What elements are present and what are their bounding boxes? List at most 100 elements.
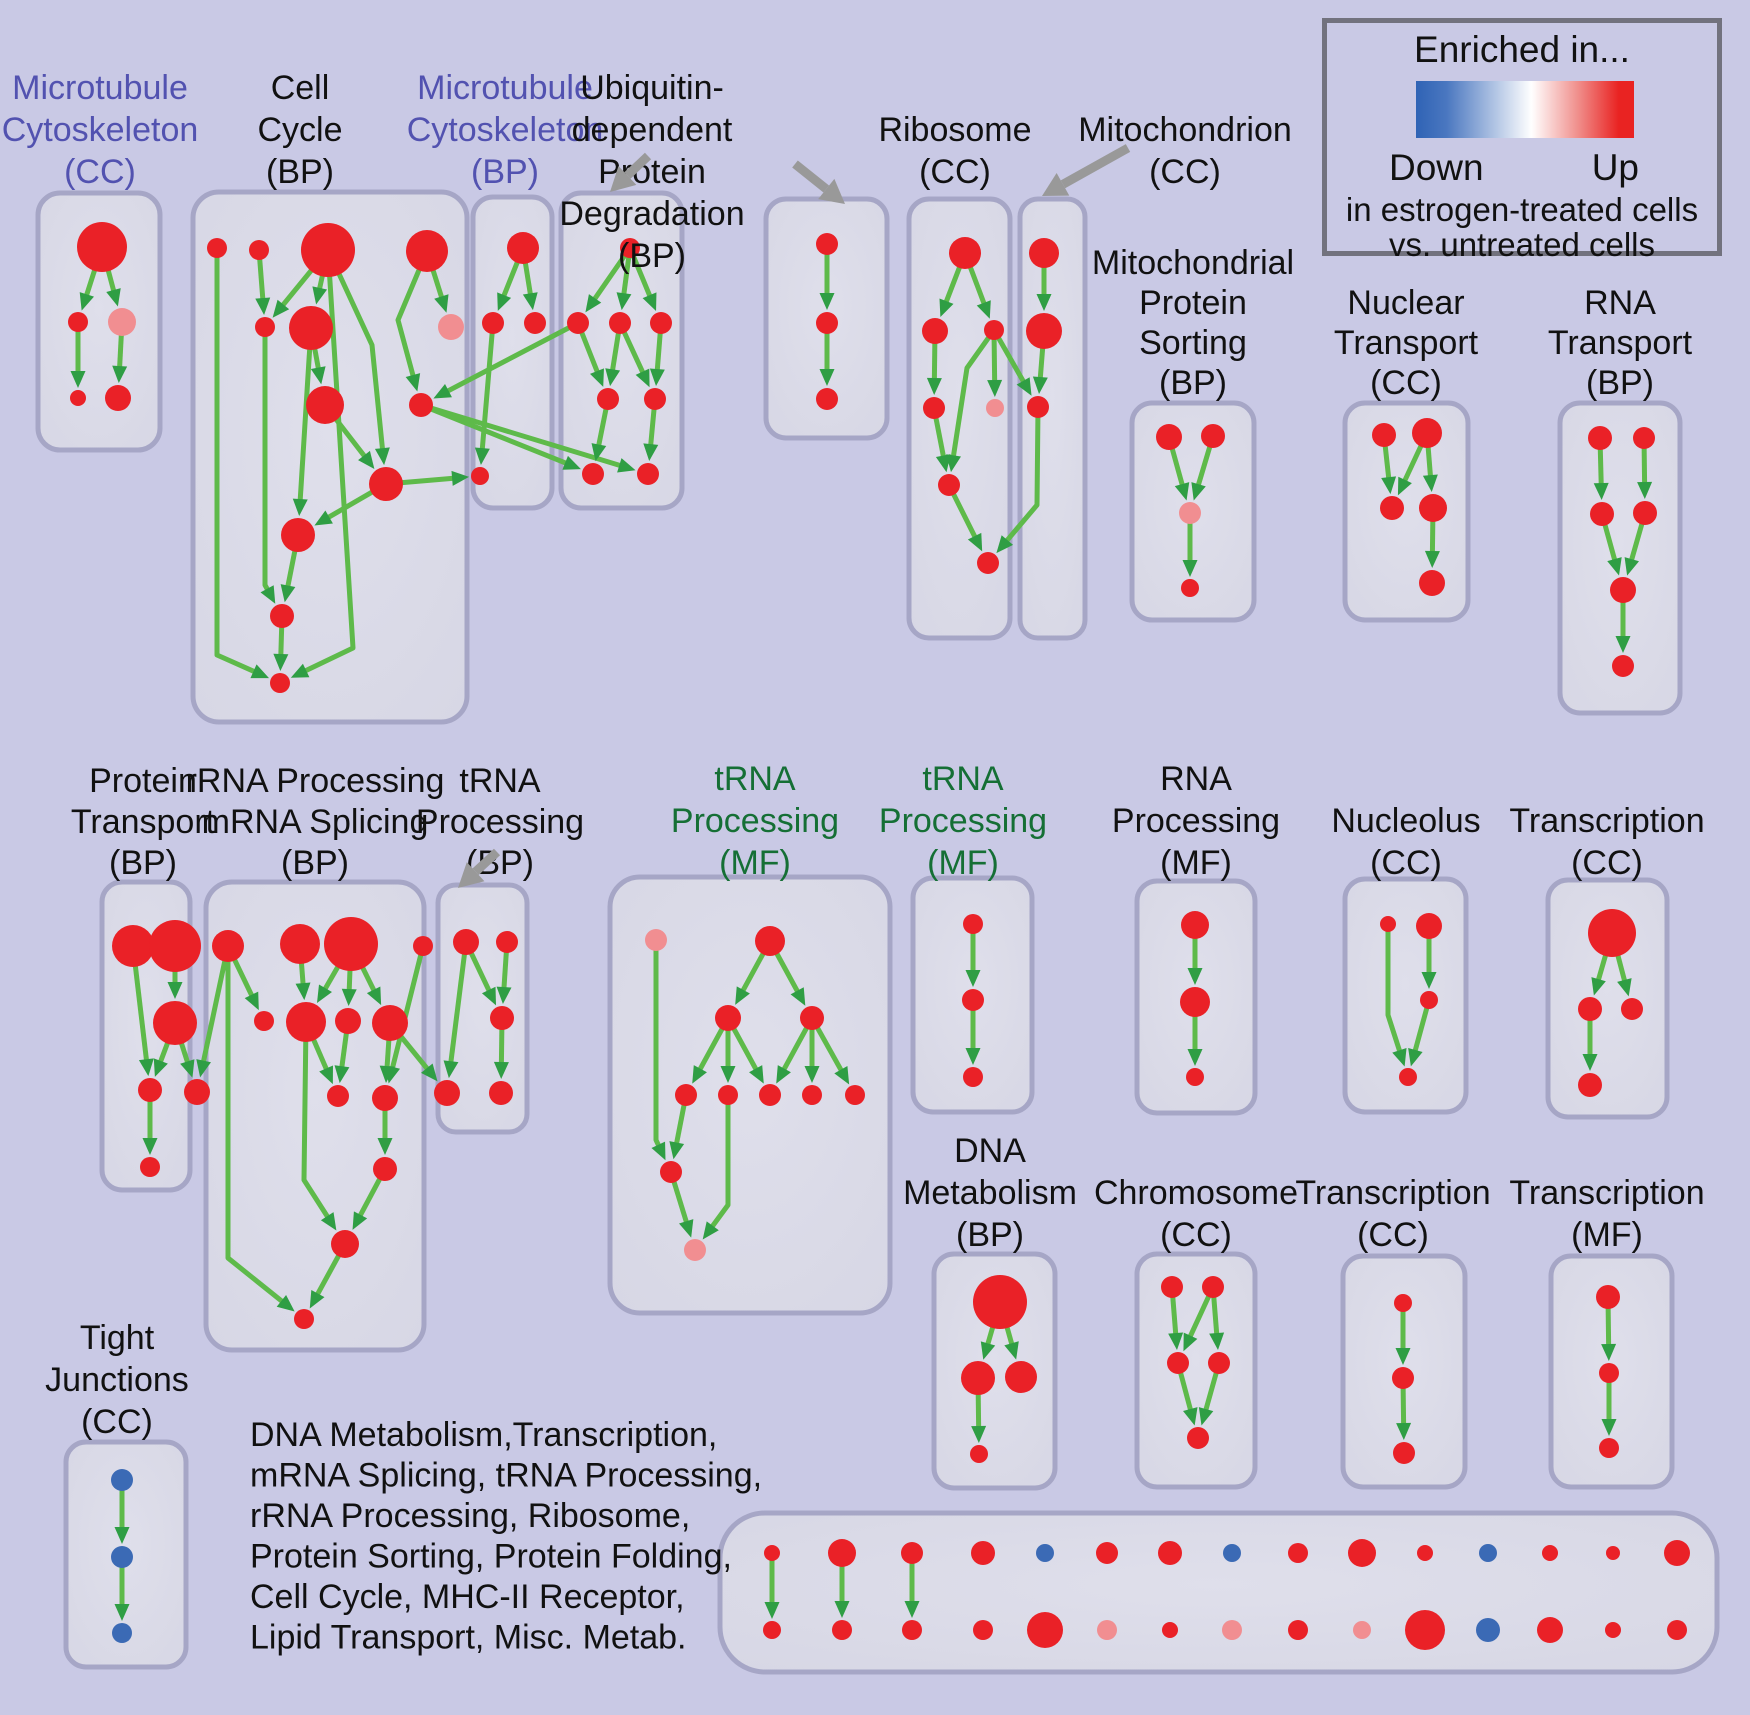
edge-c3-c8 <box>395 250 430 379</box>
node-mb0 <box>507 232 539 264</box>
arrowhead-s3a-s3b <box>904 1601 920 1618</box>
node-ub5 <box>644 388 666 410</box>
node-mc2 <box>108 308 136 336</box>
arrowhead-q6-q8 <box>334 1065 350 1084</box>
node-s15a <box>1664 1540 1690 1566</box>
arrowhead-t2-t4 <box>493 1061 509 1080</box>
node-rp2 <box>1186 1068 1204 1086</box>
edge-m2-r7 <box>1003 406 1041 544</box>
node-q8 <box>327 1085 349 1107</box>
node-s6b <box>1097 1620 1117 1640</box>
transcription-cc-mid-box <box>1545 877 1670 1120</box>
arrowhead-pt2-pt4 <box>180 1059 195 1078</box>
label-mitochondrion: Mitochondrion (CC) <box>1078 111 1292 191</box>
node-u9 <box>660 1161 682 1183</box>
node-mc4 <box>105 385 131 411</box>
node-r0 <box>949 237 981 269</box>
node-q5 <box>286 1002 326 1042</box>
arrowhead-ub0-ub2 <box>616 292 632 311</box>
node-c9 <box>369 467 403 501</box>
arrowhead-u3-u7 <box>804 1066 820 1083</box>
node-rt0 <box>1588 426 1612 450</box>
legend-down-label: Down <box>1389 147 1484 188</box>
arrowhead-q2-q7 <box>366 986 382 1006</box>
label-chromosome: Chromosome (CC) <box>1094 1174 1298 1254</box>
node-c12 <box>270 673 290 693</box>
arrowhead-q0-pt4 <box>196 1059 211 1078</box>
node-s3b <box>902 1620 922 1640</box>
node-s15b <box>1667 1620 1687 1640</box>
edge-t0-t3 <box>448 941 469 1065</box>
arrowhead-q5-q8 <box>319 1065 333 1085</box>
arrowhead-ubc0-ubc1 <box>819 293 835 310</box>
arrowhead-tj0-tj1 <box>114 1527 130 1544</box>
node-ch4 <box>1187 1427 1209 1449</box>
arrowhead-c3-c6 <box>434 294 449 313</box>
node-s11a <box>1417 1545 1433 1561</box>
arrowhead-nc1-nc2 <box>1421 972 1437 989</box>
arrowhead-q0-q4 <box>244 991 259 1011</box>
node-tj2 <box>112 1623 132 1643</box>
arrowhead-rt3-rt4 <box>1624 557 1640 576</box>
arrowhead-mp2-mp3 <box>1182 560 1198 577</box>
rrna-box <box>203 879 427 1353</box>
arrowhead-q2-q6 <box>341 988 357 1007</box>
node-dm1 <box>961 1361 995 1395</box>
node-m0 <box>1029 238 1059 268</box>
edge-mb1-mb3 <box>479 322 496 452</box>
node-x2c0 <box>1394 1294 1412 1312</box>
node-u0 <box>645 929 667 951</box>
label-trna-processing-bp: tRNA Processing (BP) <box>416 762 584 882</box>
node-m2 <box>1027 396 1049 418</box>
node-s4b <box>973 1620 993 1640</box>
node-ub7 <box>637 463 659 485</box>
node-tc1 <box>1578 997 1602 1021</box>
node-t0 <box>453 929 479 955</box>
node-dm2 <box>1005 1361 1037 1393</box>
edge-nc0-nc3 <box>1385 924 1403 1054</box>
arrowhead-nt0-nt2 <box>1381 476 1397 495</box>
arrowhead-ch1-ch2 <box>1183 1332 1198 1352</box>
node-mc1 <box>68 312 88 332</box>
node-s2a <box>828 1539 856 1567</box>
node-r2 <box>984 320 1004 340</box>
node-dm0 <box>973 1275 1027 1329</box>
arrowhead-q1-q5 <box>295 982 311 1001</box>
node-r3 <box>923 397 945 419</box>
node-q10 <box>373 1157 397 1181</box>
node-s12a <box>1479 1544 1497 1562</box>
arrowhead-u2-u4 <box>692 1065 707 1084</box>
edge-c2-c9 <box>325 248 386 452</box>
label-ribosome: Ribosome (CC) <box>878 111 1031 191</box>
node-mb2 <box>524 312 546 334</box>
node-mp2 <box>1179 502 1201 524</box>
label-cell-cycle: Cell Cycle (BP) <box>257 69 342 191</box>
label-rna-transport: RNA Transport (BP) <box>1548 284 1693 402</box>
node-q0 <box>212 930 244 962</box>
arrowhead-ubc1-ubc2 <box>819 369 835 386</box>
arrowhead-q9-q10 <box>377 1138 393 1155</box>
node-rt4 <box>1610 577 1636 603</box>
arrowhead-mp1-mp2 <box>1191 482 1206 501</box>
node-ch2 <box>1167 1352 1189 1374</box>
label-nuclear-transport: Nuclear Transport (CC) <box>1334 284 1479 402</box>
node-u1 <box>755 926 785 956</box>
node-rp1 <box>1180 987 1210 1017</box>
arrowhead-x2c1-x2c2 <box>1396 1422 1412 1441</box>
node-u2 <box>715 1005 741 1031</box>
arrowhead-mc0-mc1 <box>79 292 94 311</box>
label-transcription-cc-mid: Transcription (CC) <box>1509 802 1704 882</box>
node-s8a <box>1223 1544 1241 1562</box>
arrowhead-u1-u3 <box>790 987 806 1006</box>
node-pt0 <box>112 925 154 967</box>
arrowhead-q7-q9 <box>379 1065 395 1084</box>
node-u4 <box>675 1084 697 1106</box>
node-s9b <box>1288 1620 1308 1640</box>
arrowhead-c11-c12 <box>273 653 289 672</box>
node-ch3 <box>1208 1352 1230 1374</box>
node-nc3 <box>1399 1068 1417 1086</box>
node-q4 <box>254 1011 274 1031</box>
node-nt4 <box>1419 570 1445 596</box>
arrowhead-u3-u8 <box>834 1066 850 1085</box>
